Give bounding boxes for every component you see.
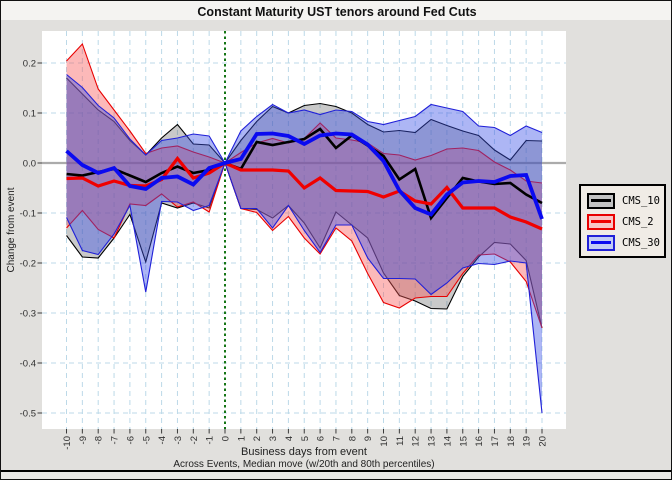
x-tick-label: 12	[411, 436, 422, 447]
window-bottom-strip	[1, 472, 671, 479]
legend-key-cms-30-icon	[587, 234, 615, 251]
x-tick-label: -3	[173, 436, 184, 444]
x-tick-label: 4	[284, 436, 295, 441]
x-tick-label: 14	[442, 436, 453, 447]
legend-entry-cms-2: CMS_2	[587, 211, 664, 232]
x-tick-label: -2	[189, 436, 200, 444]
x-tick-label: 7	[331, 436, 342, 441]
y-tick-label: 0.1	[23, 109, 36, 120]
y-tick-label: -0.4	[20, 359, 36, 370]
x-tick-label: -8	[94, 436, 105, 444]
band-cms_10	[66, 78, 542, 328]
band-upper-edge-cms_30	[66, 74, 543, 165]
x-tick-label: 18	[506, 436, 517, 447]
band-cms_30	[66, 74, 542, 413]
x-tick-label: -7	[110, 436, 121, 444]
legend-key-cms-10-icon	[587, 192, 615, 209]
x-tick-label: 5	[300, 436, 311, 441]
x-tick-label: 8	[347, 436, 358, 441]
window-bottom-border	[1, 470, 671, 472]
y-tick-label: -0.2	[20, 259, 36, 270]
x-tick-label: -5	[141, 436, 152, 444]
legend-entry-cms-10: CMS_10	[587, 190, 664, 211]
x-tick-label: 16	[474, 436, 485, 447]
band-lower-edge-cms_10	[66, 161, 543, 329]
y-tick-label: -0.1	[20, 209, 36, 220]
x-tick-label: 11	[395, 436, 406, 446]
x-tick-label: 1	[236, 436, 247, 441]
legend-label: CMS_30	[622, 236, 660, 249]
x-tick-label: -9	[78, 436, 89, 444]
x-tick-label: 19	[522, 436, 533, 447]
x-tick-label: 2	[252, 436, 263, 441]
median-line-cms_10	[66, 127, 543, 221]
y-tick-label: 0.0	[23, 159, 36, 170]
y-axis-title: Change from event	[6, 187, 17, 273]
y-tick-label: 0.2	[23, 59, 36, 70]
legend-label: CMS_10	[622, 194, 660, 207]
x-tick-label: 10	[379, 436, 390, 447]
x-tick-label: 9	[363, 436, 374, 441]
legend-label: CMS_2	[622, 215, 654, 228]
x-tick-label: 20	[538, 436, 549, 447]
x-tick-label: -1	[205, 436, 216, 444]
x-tick-label: 13	[427, 436, 438, 447]
title-strip	[1, 1, 671, 20]
legend-entry-cms-30: CMS_30	[587, 232, 664, 253]
y-tick-label: -0.3	[20, 309, 36, 320]
y-tick-label: -0.5	[20, 409, 36, 420]
median-line-cms_2	[66, 155, 543, 231]
chart-title: Constant Maturity UST tenors around Fed …	[197, 5, 477, 19]
legend-key-cms-2-icon	[587, 213, 615, 230]
x-tick-label: 15	[458, 436, 469, 447]
x-tick-label: 6	[316, 436, 327, 441]
x-axis-title: Business days from event	[241, 446, 367, 458]
x-tick-label: 17	[490, 436, 501, 447]
legend: CMS_10 CMS_2 CMS_30	[579, 184, 666, 258]
band-lower-edge-cms_30	[66, 161, 543, 414]
x-tick-label: -10	[62, 436, 73, 450]
x-tick-label: -4	[157, 436, 168, 444]
chart-caption: Across Events, Median move (w/20th and 8…	[173, 459, 435, 470]
median-line-cms_30	[65, 131, 544, 220]
x-tick-label: 3	[268, 436, 279, 441]
x-tick-label: -6	[125, 436, 136, 444]
band-lower-edge-cms_2	[66, 161, 543, 329]
x-tick-label: 0	[221, 436, 232, 441]
